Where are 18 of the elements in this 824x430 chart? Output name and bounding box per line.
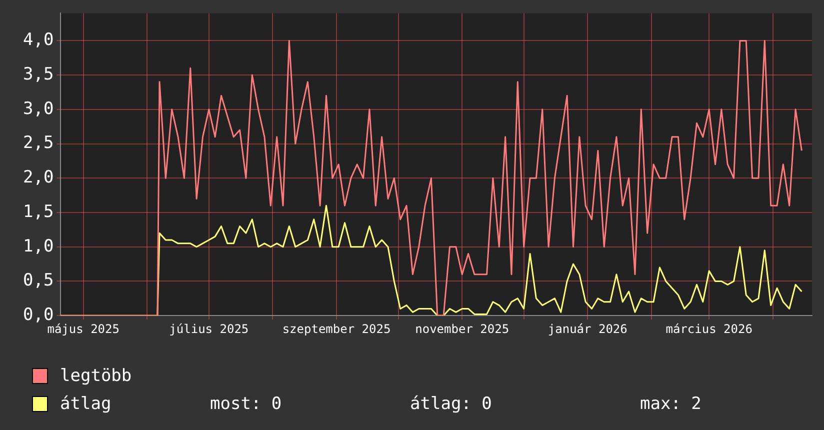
x-tick-label: szeptember 2025 [282, 322, 391, 336]
y-tick-label: 3,0 [22, 98, 54, 119]
x-tick-label: január 2026 [548, 322, 628, 336]
y-tick-label: 2,0 [22, 168, 54, 188]
y-tick-label: 1,5 [22, 202, 54, 222]
text: max: 2 [640, 393, 702, 416]
legend-label: átlag [60, 393, 112, 416]
x-tick-label: november 2025 [415, 322, 510, 336]
text: most: 0 [210, 393, 283, 416]
x-tick-label: március 2026 [666, 322, 752, 336]
y-tick-label: 2,5 [22, 133, 54, 154]
x-tick-label: július 2025 [169, 322, 249, 336]
y-tick-label: 4,0 [22, 30, 54, 50]
text: átlag: 0 [410, 393, 493, 416]
y-tick-label: 3,5 [22, 64, 54, 84]
legend-label: legtöbb [60, 365, 133, 388]
y-tick-label: 1,0 [22, 236, 54, 256]
y-tick-label: 0,5 [22, 270, 54, 291]
